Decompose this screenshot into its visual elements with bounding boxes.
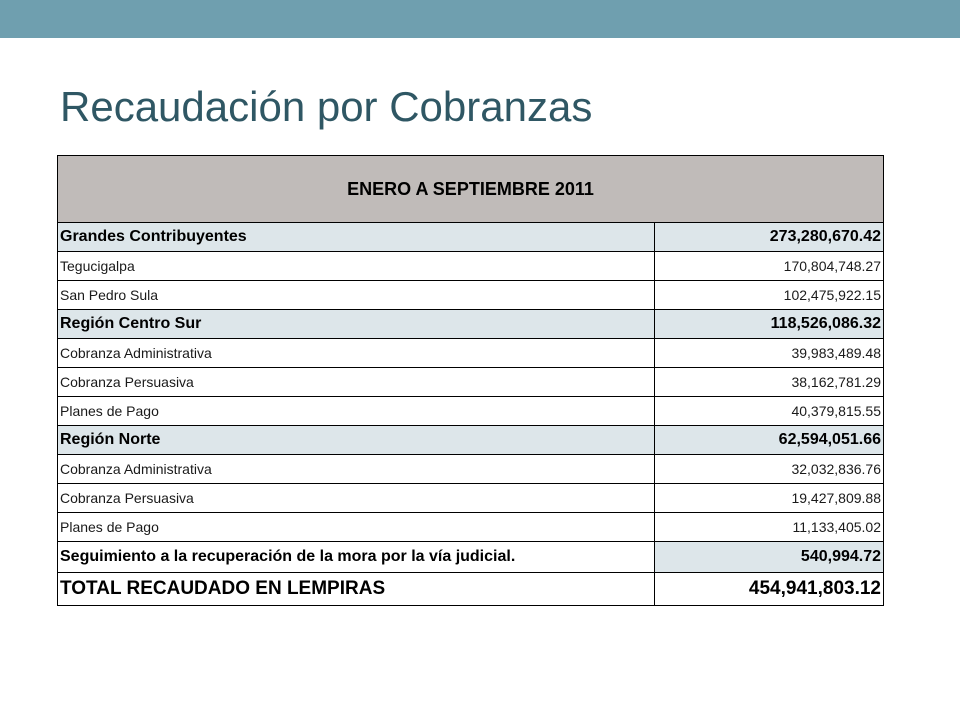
group-row-region-centro-sur: Región Centro Sur 118,526,086.32 [57, 309, 884, 339]
table-row: Cobranza Persuasiva 19,427,809.88 [57, 483, 884, 513]
item-name: Planes de Pago [57, 396, 655, 426]
item-amount: 39,983,489.48 [654, 338, 884, 368]
judicial-row: Seguimiento a la recuperación de la mora… [57, 541, 884, 573]
group-row-grandes-contribuyentes: Grandes Contribuyentes 273,280,670.42 [57, 222, 884, 252]
table-row: Cobranza Persuasiva 38,162,781.29 [57, 367, 884, 397]
group-row-region-norte: Región Norte 62,594,051.66 [57, 425, 884, 455]
item-name: Planes de Pago [57, 512, 655, 542]
collections-table: ENERO A SEPTIEMBRE 2011 Grandes Contribu… [57, 155, 884, 606]
item-amount: 102,475,922.15 [654, 280, 884, 310]
table-row: Cobranza Administrativa 39,983,489.48 [57, 338, 884, 368]
table-row: Tegucigalpa 170,804,748.27 [57, 251, 884, 281]
group-amount: 118,526,086.32 [654, 309, 884, 339]
period-header: ENERO A SEPTIEMBRE 2011 [57, 155, 884, 223]
group-name: Región Centro Sur [57, 309, 655, 339]
total-row: TOTAL RECAUDADO EN LEMPIRAS 454,941,803.… [57, 572, 884, 606]
item-name: Cobranza Administrativa [57, 454, 655, 484]
item-name: Cobranza Administrativa [57, 338, 655, 368]
judicial-name: Seguimiento a la recuperación de la mora… [57, 541, 655, 573]
item-amount: 170,804,748.27 [654, 251, 884, 281]
period-header-row: ENERO A SEPTIEMBRE 2011 [57, 155, 884, 223]
group-name: Grandes Contribuyentes [57, 222, 655, 252]
group-amount: 273,280,670.42 [654, 222, 884, 252]
total-amount: 454,941,803.12 [654, 572, 884, 606]
item-name: San Pedro Sula [57, 280, 655, 310]
item-amount: 19,427,809.88 [654, 483, 884, 513]
group-name: Región Norte [57, 425, 655, 455]
collections-table-container: ENERO A SEPTIEMBRE 2011 Grandes Contribu… [57, 155, 884, 606]
item-amount: 11,133,405.02 [654, 512, 884, 542]
top-accent-bar [0, 0, 960, 38]
table-row: Planes de Pago 40,379,815.55 [57, 396, 884, 426]
table-row: Planes de Pago 11,133,405.02 [57, 512, 884, 542]
item-amount: 40,379,815.55 [654, 396, 884, 426]
judicial-amount: 540,994.72 [654, 541, 884, 573]
total-label: TOTAL RECAUDADO EN LEMPIRAS [57, 572, 655, 606]
table-row: San Pedro Sula 102,475,922.15 [57, 280, 884, 310]
group-amount: 62,594,051.66 [654, 425, 884, 455]
item-name: Cobranza Persuasiva [57, 483, 655, 513]
item-amount: 32,032,836.76 [654, 454, 884, 484]
table-row: Cobranza Administrativa 32,032,836.76 [57, 454, 884, 484]
item-amount: 38,162,781.29 [654, 367, 884, 397]
item-name: Cobranza Persuasiva [57, 367, 655, 397]
item-name: Tegucigalpa [57, 251, 655, 281]
slide-title: Recaudación por Cobranzas [60, 83, 593, 130]
